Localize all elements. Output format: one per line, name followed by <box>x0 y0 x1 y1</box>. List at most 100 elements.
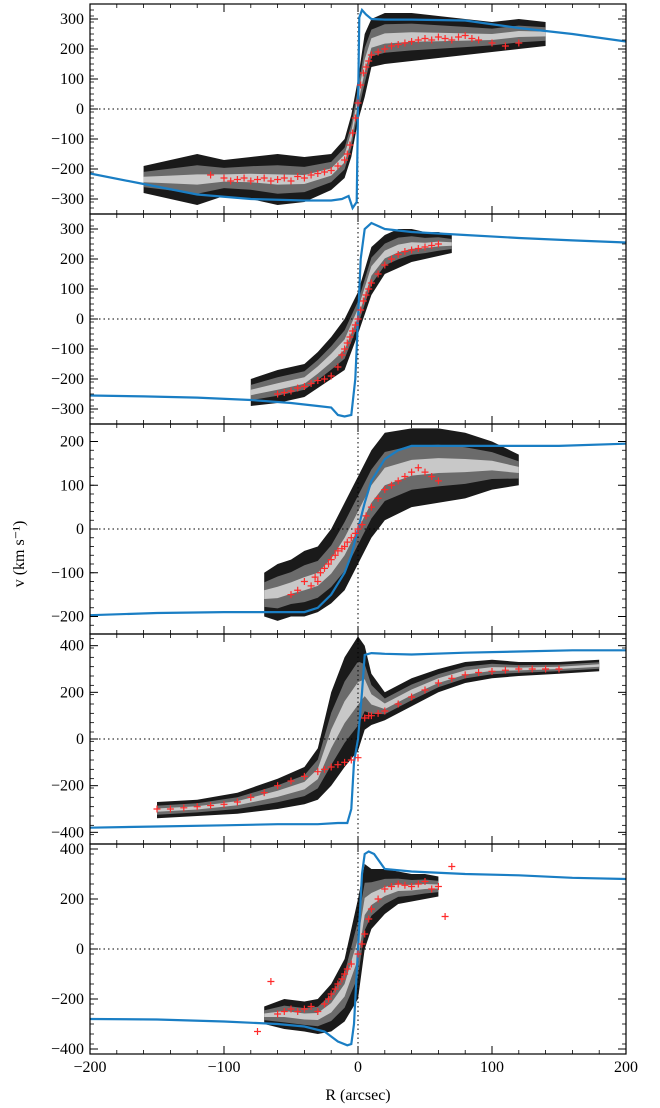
x-axis-title: R (arcsec) <box>325 1087 390 1104</box>
data-point <box>334 761 342 769</box>
data-point <box>414 245 422 252</box>
data-point <box>501 666 509 674</box>
data-point <box>515 39 523 47</box>
data-point <box>401 248 409 255</box>
data-point <box>327 763 335 771</box>
data-point <box>220 174 228 182</box>
data-point <box>294 173 302 180</box>
data-point <box>434 240 442 248</box>
data-point <box>180 804 188 812</box>
data-point <box>367 905 375 913</box>
y-tick-label: 200 <box>60 891 84 908</box>
data-point <box>338 351 346 359</box>
data-point <box>428 242 436 249</box>
data-point <box>428 885 436 893</box>
contour-level-2 <box>264 878 439 1027</box>
data-point <box>334 980 342 988</box>
data-point <box>515 665 523 673</box>
y-tick-label: 100 <box>60 71 84 88</box>
data-point <box>274 176 282 183</box>
y-tick-label: 200 <box>60 684 84 701</box>
data-point <box>267 177 275 185</box>
data-point <box>314 1008 322 1015</box>
data-point <box>334 547 342 555</box>
data-point <box>325 995 333 1003</box>
data-point <box>347 756 355 764</box>
data-point <box>307 171 315 179</box>
data-point <box>401 881 409 889</box>
data-point <box>321 564 328 572</box>
data-point <box>341 758 349 766</box>
data-point <box>401 39 409 47</box>
data-point <box>388 883 395 890</box>
data-point <box>314 170 322 177</box>
data-point <box>343 965 351 973</box>
data-point <box>428 473 436 480</box>
data-point <box>153 805 161 813</box>
data-point <box>233 798 241 806</box>
data-point <box>300 772 308 780</box>
data-point <box>341 156 349 164</box>
data-point <box>227 177 235 185</box>
data-point <box>346 141 354 149</box>
y-tick-label: −400 <box>51 1041 84 1058</box>
y-tick-label: −100 <box>51 341 84 358</box>
data-point <box>254 176 261 183</box>
data-point <box>408 883 416 890</box>
data-point <box>434 883 442 890</box>
data-point <box>357 81 365 89</box>
data-point <box>434 33 442 41</box>
data-points <box>153 665 563 813</box>
data-point <box>287 591 295 599</box>
data-point <box>381 707 389 715</box>
data-point <box>294 1008 302 1015</box>
data-point <box>354 950 362 958</box>
data-point <box>374 270 382 278</box>
data-point <box>394 477 402 485</box>
data-point <box>274 1010 282 1018</box>
data-point <box>354 754 362 762</box>
y-tick-label: 100 <box>60 477 84 494</box>
panel-3: −200 −100 0 100 200 <box>51 423 627 635</box>
data-point <box>321 168 328 176</box>
x-tick-label: −100 <box>207 1059 240 1076</box>
data-point <box>325 560 333 568</box>
data-point <box>346 333 354 341</box>
data-point <box>343 339 351 347</box>
y-tick-label: −200 <box>51 991 84 1008</box>
data-point <box>374 895 382 903</box>
y-tick-label: −200 <box>51 371 84 388</box>
data-point <box>394 251 402 258</box>
y-tick-label: 200 <box>60 434 84 451</box>
data-point <box>354 99 362 107</box>
data-point <box>331 985 339 993</box>
contour-level-2 <box>157 661 600 815</box>
data-point <box>381 885 389 893</box>
panel-3-plot-area <box>90 424 626 634</box>
data-point <box>300 174 308 182</box>
data-point <box>367 712 375 720</box>
data-point <box>294 586 302 594</box>
panel-4: −400 −200 0 200 400 <box>51 633 627 845</box>
data-point <box>367 51 375 59</box>
data-point <box>274 390 282 398</box>
data-point <box>488 39 496 47</box>
y-tick-label: −400 <box>51 824 84 841</box>
data-point <box>421 468 429 476</box>
data-point <box>334 363 342 371</box>
data-point <box>501 42 509 50</box>
y-tick-label: −100 <box>51 565 84 582</box>
data-point <box>287 777 295 785</box>
data-point <box>280 174 288 182</box>
panels-group: −300 −200 −100 0 100 200 300 −300 −200 −100 0 100 20… <box>51 3 638 1076</box>
data-point <box>300 1005 308 1013</box>
data-point <box>321 375 328 383</box>
data-point <box>394 880 402 888</box>
data-points <box>287 464 442 599</box>
data-point <box>394 41 402 48</box>
data-point <box>354 315 362 323</box>
data-point <box>421 243 429 251</box>
y-tick-label: 0 <box>76 941 84 958</box>
data-point <box>381 45 389 53</box>
